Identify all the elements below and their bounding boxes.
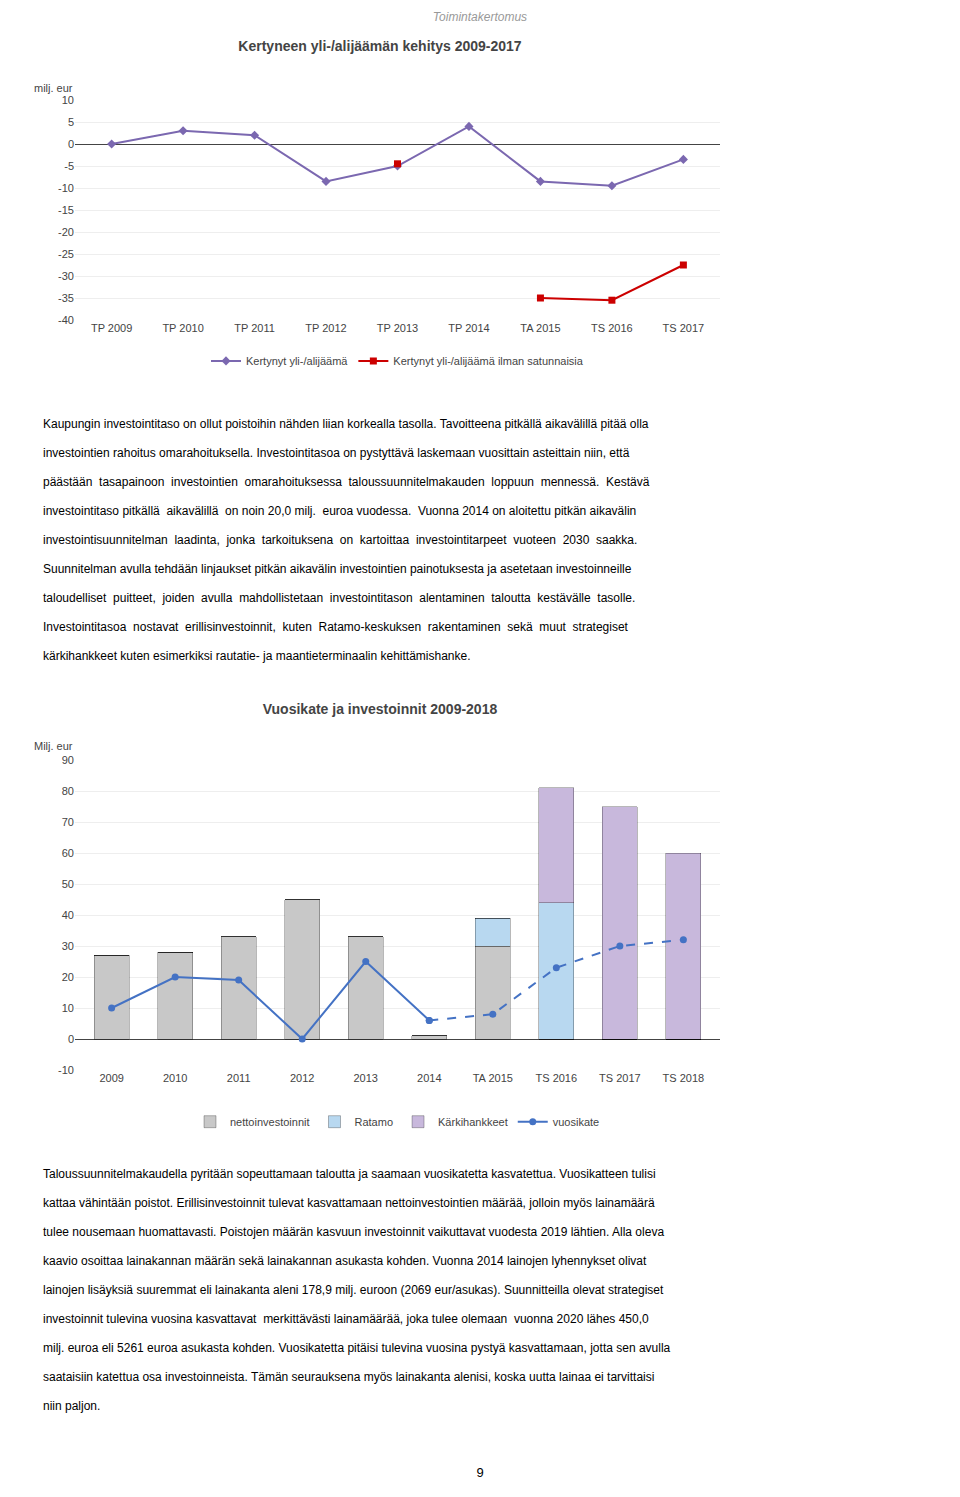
html-text:kaavio osoittaa lainakannan mä: kaavio osoittaa lainakannan määrän sekä … (43, 1254, 647, 1268)
svg-text:2010: 2010 (163, 1072, 187, 1084)
html-text:päästään tasapainoon investoin: päästään tasapainoon investointien omara… (43, 475, 650, 489)
svg-text:10: 10 (62, 94, 74, 106)
html-text:investoinnit tulevina vuosina: investoinnit tulevina vuosina kasvattava… (43, 1312, 649, 1326)
svg-text:nettoinvestoinnit: nettoinvestoinnit (230, 1116, 310, 1128)
svg-text:10: 10 (62, 1002, 74, 1014)
svg-text:2014: 2014 (417, 1072, 441, 1084)
svg-text:5: 5 (68, 116, 74, 128)
svg-text:vuosikate: vuosikate (553, 1116, 599, 1128)
svg-text:-10: -10 (58, 1064, 74, 1076)
svg-text:90: 90 (62, 754, 74, 766)
html-text:kärkihankkeet kuten esimerkiks: kärkihankkeet kuten esimerkiksi rautatie… (43, 649, 471, 663)
svg-text:2011: 2011 (227, 1072, 251, 1084)
svg-text:TS 2016: TS 2016 (536, 1072, 578, 1084)
svg-text:Milj. eur: Milj. eur (34, 740, 73, 752)
svg-text:-20: -20 (58, 226, 74, 238)
svg-text:TP 2014: TP 2014 (448, 322, 489, 334)
html-text:investointisuunnitelman laadin: investointisuunnitelman laadinta, jonka … (43, 533, 638, 547)
html-text:investointien rahoitus omaraho: investointien rahoitus omarahoituksella.… (43, 446, 630, 460)
svg-text:TP 2011: TP 2011 (234, 322, 275, 334)
svg-text:TA 2015: TA 2015 (520, 322, 560, 334)
html-text:saataisiin katettua osa invest: saataisiin katettua osa investoinneista.… (43, 1370, 655, 1384)
svg-text:TS 2016: TS 2016 (591, 322, 633, 334)
svg-text:40: 40 (62, 909, 74, 921)
html-text:tulee nousemaan huomattavasti.: tulee nousemaan huomattavasti. Poistojen… (43, 1225, 665, 1239)
svg-text:TS 2017: TS 2017 (599, 1072, 641, 1084)
svg-text:-40: -40 (58, 314, 74, 326)
svg-text:TP 2009: TP 2009 (91, 322, 132, 334)
svg-text:30: 30 (62, 940, 74, 952)
html-text:Investointitasoa nostavat eril: Investointitasoa nostavat erillisinvesto… (43, 620, 628, 634)
html-text:9: 9 (476, 1465, 484, 1480)
html-text:Toimintakertomus: Toimintakertomus (432, 10, 528, 24)
svg-text:-25: -25 (58, 248, 74, 260)
svg-text:-30: -30 (58, 270, 74, 282)
svg-text:-15: -15 (58, 204, 74, 216)
svg-text:Kertynyt yli-/alijäämä: Kertynyt yli-/alijäämä (246, 355, 348, 367)
svg-text:60: 60 (62, 847, 74, 859)
svg-text:0: 0 (68, 138, 74, 150)
svg-text:2012: 2012 (290, 1072, 314, 1084)
html-text:lainojen lisäyksiä suuremmat e: lainojen lisäyksiä suuremmat eli lainaka… (43, 1283, 664, 1297)
html-text:investointitaso pitkällä aikav: investointitaso pitkällä aikavälillä on … (43, 504, 637, 518)
svg-text:TP 2013: TP 2013 (377, 322, 418, 334)
svg-text:TA 2015: TA 2015 (473, 1072, 513, 1084)
svg-text:-5: -5 (64, 160, 74, 172)
html-text:Suunnitelman avulla tehdään li: Suunnitelman avulla tehdään linjaukset p… (43, 562, 632, 576)
svg-text:Vuosikate ja investoinnit 2009: Vuosikate ja investoinnit 2009-2018 (263, 701, 498, 717)
svg-text:TP 2010: TP 2010 (162, 322, 203, 334)
html-text:kattaa vähintään poistot. Eril: kattaa vähintään poistot. Erillisinvesto… (43, 1196, 655, 1210)
svg-text:80: 80 (62, 785, 74, 797)
svg-text:-10: -10 (58, 182, 74, 194)
svg-text:Ratamo: Ratamo (355, 1116, 394, 1128)
svg-text:70: 70 (62, 816, 74, 828)
html-text:Kaupungin investointitaso on o: Kaupungin investointitaso on ollut poist… (43, 417, 649, 431)
svg-text:Kertyneen yli-/alijäämän kehit: Kertyneen yli-/alijäämän kehitys 2009-20… (238, 38, 521, 54)
svg-text:50: 50 (62, 878, 74, 890)
html-text:Taloussuunnitelmakaudella pyri: Taloussuunnitelmakaudella pyritään sopeu… (43, 1167, 656, 1181)
svg-text:0: 0 (68, 1033, 74, 1045)
svg-text:20: 20 (62, 971, 74, 983)
svg-text:milj. eur: milj. eur (34, 82, 73, 94)
svg-text:TS 2018: TS 2018 (663, 1072, 705, 1084)
html-text:niin paljon.: niin paljon. (43, 1399, 101, 1413)
html-text:taloudelliset puitteet, joiden: taloudelliset puitteet, joiden avulla ma… (43, 591, 636, 605)
svg-text:TP 2012: TP 2012 (305, 322, 346, 334)
html-text:milj. euroa eli 5261 euroa asu: milj. euroa eli 5261 euroa asukasta kohd… (43, 1341, 671, 1355)
svg-text:-35: -35 (58, 292, 74, 304)
svg-text:Kertynyt yli-/alijäämä ilman s: Kertynyt yli-/alijäämä ilman satunnaisia (393, 355, 583, 367)
svg-text:Kärkihankkeet: Kärkihankkeet (438, 1116, 508, 1128)
svg-text:2013: 2013 (353, 1072, 377, 1084)
svg-text:2009: 2009 (99, 1072, 123, 1084)
svg-text:TS 2017: TS 2017 (663, 322, 705, 334)
